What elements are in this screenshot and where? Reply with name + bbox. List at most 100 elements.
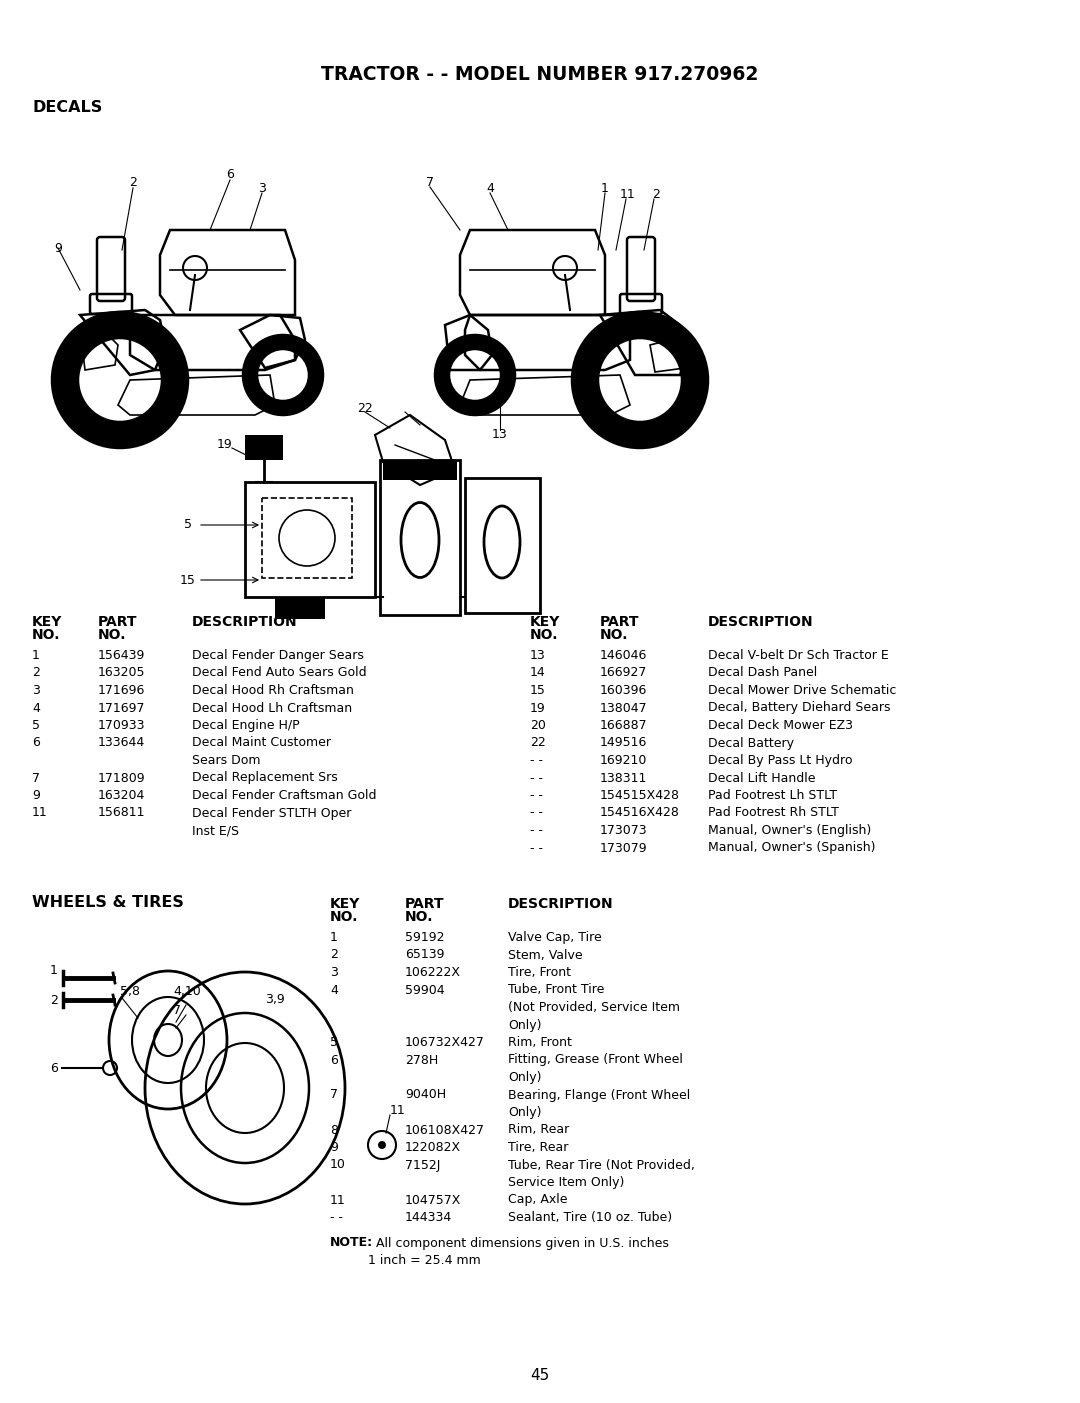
Text: - -: - - [530,824,543,838]
Text: 6: 6 [50,1062,58,1075]
Text: 2: 2 [652,188,660,201]
Text: Tube, Rear Tire (Not Provided,: Tube, Rear Tire (Not Provided, [508,1159,694,1172]
Bar [383,460,457,480]
Text: Only): Only) [508,1106,541,1120]
Text: 9: 9 [54,241,62,254]
Text: 7: 7 [426,175,434,188]
Bar [245,435,283,460]
Text: NO.: NO. [600,629,629,643]
Text: 14: 14 [610,425,626,439]
Text: - -: - - [530,807,543,819]
Text: 173073: 173073 [600,824,648,838]
Circle shape [243,335,323,415]
Text: NO.: NO. [98,629,126,643]
Text: 7: 7 [330,1089,338,1101]
Circle shape [449,349,501,401]
Text: 11: 11 [390,1104,406,1117]
Text: 9: 9 [330,1141,338,1155]
Text: Valve Cap, Tire: Valve Cap, Tire [508,932,602,944]
Text: (Not Provided, Service Item: (Not Provided, Service Item [508,1000,680,1014]
Text: 4,10: 4,10 [173,985,201,999]
Text: Rim, Rear: Rim, Rear [508,1124,569,1136]
Text: Decal Lift Handle: Decal Lift Handle [708,772,815,784]
Text: 3,9: 3,9 [265,993,285,1006]
Text: 154516X428: 154516X428 [600,807,680,819]
Text: NO.: NO. [32,629,60,643]
Circle shape [378,1141,386,1149]
Text: 278H: 278H [405,1054,438,1066]
Text: 14: 14 [530,666,545,679]
Text: 173079: 173079 [600,842,648,854]
Bar [245,483,375,598]
Text: 11: 11 [330,1194,346,1207]
Text: Decal Hood Lh Craftsman: Decal Hood Lh Craftsman [192,702,352,714]
Text: 163205: 163205 [98,666,146,679]
Circle shape [52,311,188,448]
Text: 6: 6 [32,737,40,749]
Text: 3: 3 [330,967,338,979]
Text: 4: 4 [330,984,338,996]
Text: 106222X: 106222X [405,967,461,979]
Text: 2: 2 [32,666,40,679]
Text: 1: 1 [50,964,58,976]
Text: PART: PART [600,615,639,629]
Text: Pad Footrest Lh STLT: Pad Footrest Lh STLT [708,788,837,803]
Text: 65139: 65139 [405,948,445,961]
Text: 59192: 59192 [405,932,445,944]
Text: 3: 3 [258,181,266,195]
Text: Only): Only) [508,1070,541,1085]
Text: 2: 2 [330,948,338,961]
Text: NO.: NO. [530,629,558,643]
Text: KEY: KEY [32,615,63,629]
Text: Cap, Axle: Cap, Axle [508,1194,567,1207]
Bar [465,478,540,613]
Text: 9: 9 [32,788,40,803]
Text: 3: 3 [32,685,40,697]
Bar [262,498,352,578]
Text: Bearing, Flange (Front Wheel: Bearing, Flange (Front Wheel [508,1089,690,1101]
Circle shape [78,338,162,422]
Text: 5: 5 [32,718,40,732]
Text: Decal Dash Panel: Decal Dash Panel [708,666,818,679]
Text: 122082X: 122082X [405,1141,461,1155]
Text: Decal Replacement Srs: Decal Replacement Srs [192,772,338,784]
Text: 171696: 171696 [98,685,146,697]
Text: Decal, Battery Diehard Sears: Decal, Battery Diehard Sears [708,702,891,714]
Circle shape [257,349,309,401]
Text: Decal Maint Customer: Decal Maint Customer [192,737,330,749]
Text: DECALS: DECALS [32,101,103,115]
Text: Rim, Front: Rim, Front [508,1035,572,1049]
Text: 45: 45 [530,1368,550,1382]
Text: Tire, Rear: Tire, Rear [508,1141,568,1155]
Text: - -: - - [530,753,543,767]
Text: KEY: KEY [530,615,561,629]
Text: 22: 22 [357,401,373,414]
Text: 133644: 133644 [98,737,145,749]
Text: 171809: 171809 [98,772,146,784]
Text: 15: 15 [180,574,195,586]
Text: 106108X427: 106108X427 [405,1124,485,1136]
Text: Decal Fend Auto Sears Gold: Decal Fend Auto Sears Gold [192,666,366,679]
Text: Pad Footrest Rh STLT: Pad Footrest Rh STLT [708,807,839,819]
Text: 4: 4 [486,181,494,195]
Text: - -: - - [330,1211,343,1223]
Text: 5,8: 5,8 [120,985,140,999]
Text: NO.: NO. [405,911,433,925]
Text: DESCRIPTION: DESCRIPTION [508,897,613,911]
Text: 144334: 144334 [405,1211,453,1223]
Bar [380,460,460,615]
Text: Sears Dom: Sears Dom [192,753,260,767]
Text: Manual, Owner's (English): Manual, Owner's (English) [708,824,872,838]
Text: 1: 1 [330,932,338,944]
Text: Stem, Valve: Stem, Valve [508,948,582,961]
Circle shape [572,311,708,448]
Text: Fitting, Grease (Front Wheel: Fitting, Grease (Front Wheel [508,1054,683,1066]
Text: 9040H: 9040H [405,1089,446,1101]
Text: 166887: 166887 [600,718,648,732]
Text: Decal Mower Drive Schematic: Decal Mower Drive Schematic [708,685,896,697]
Text: 171697: 171697 [98,702,146,714]
Text: 166927: 166927 [600,666,647,679]
Text: KEY: KEY [330,897,361,911]
Text: 170933: 170933 [98,718,146,732]
Text: 20: 20 [530,718,545,732]
